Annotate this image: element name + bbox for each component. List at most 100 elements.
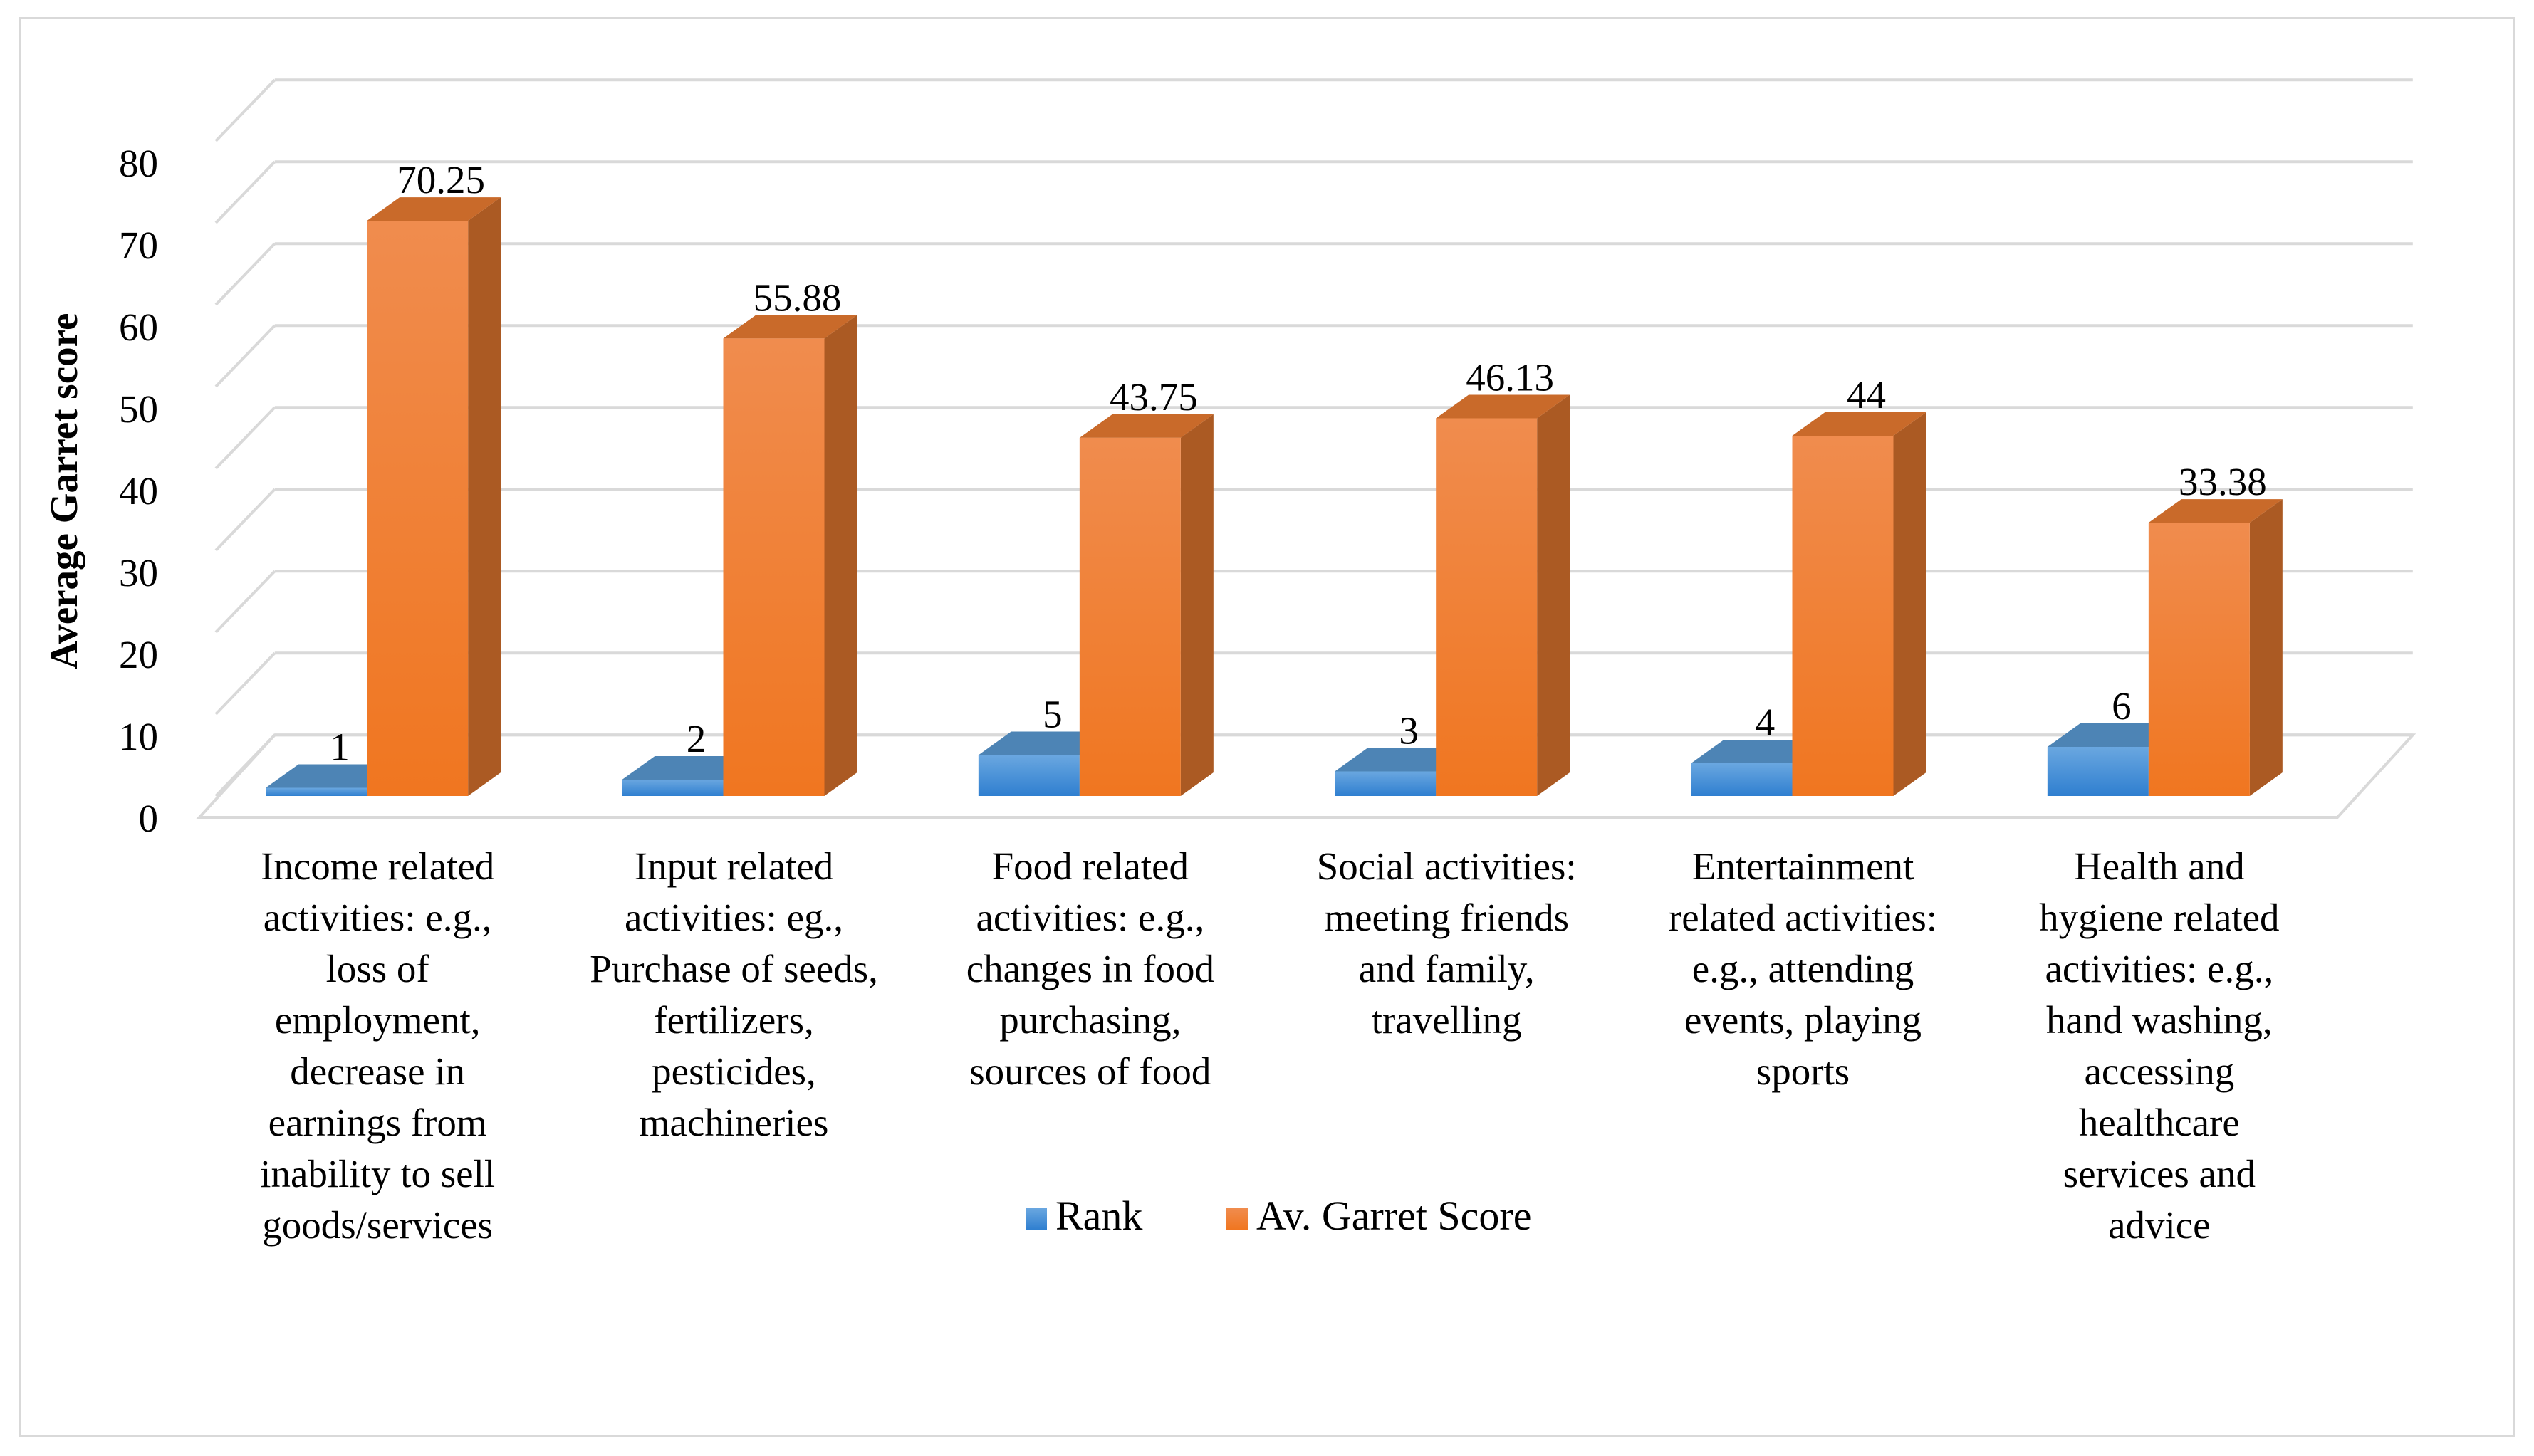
category-label: Food related activities: e.g., changes in … bbox=[966, 844, 1214, 1093]
bar-rank bbox=[2047, 747, 2149, 796]
category-label-line: e.g., attending bbox=[1692, 947, 1914, 990]
plot-floor bbox=[196, 733, 2416, 819]
y-tick-label: 80 bbox=[119, 142, 158, 185]
bar-garret-score bbox=[2148, 523, 2250, 796]
y-tick-label: 50 bbox=[119, 387, 158, 431]
category-label-line: activities: e.g., bbox=[264, 896, 492, 939]
category-label-line: pesticides, bbox=[652, 1049, 816, 1093]
data-label: 44 bbox=[1847, 373, 1886, 417]
category-label-line: goods/services bbox=[262, 1203, 493, 1247]
data-label: 5 bbox=[1043, 693, 1063, 736]
data-label: 1 bbox=[330, 726, 350, 769]
category-label-line: advice bbox=[2108, 1203, 2211, 1247]
gridline-side bbox=[214, 406, 276, 470]
category-label-line: machineries bbox=[640, 1101, 829, 1144]
bar-top bbox=[1436, 394, 1570, 419]
y-axis-tick-labels: 0 10 20 30 40 50 60 70 80 bbox=[119, 142, 158, 840]
category-label-line: Health and bbox=[2074, 844, 2245, 888]
category-label-line: activities: eg., bbox=[625, 896, 843, 939]
data-label: 33.38 bbox=[2179, 460, 2267, 503]
data-label: 55.88 bbox=[754, 276, 842, 319]
bar-top bbox=[266, 764, 400, 788]
category-label-line: Food related bbox=[992, 844, 1189, 888]
category-label-line: earnings from bbox=[268, 1101, 487, 1144]
bar-top bbox=[1335, 748, 1469, 772]
bar-top bbox=[1079, 414, 1214, 438]
y-tick-label: 30 bbox=[119, 551, 158, 595]
category-label-line: and family, bbox=[1359, 947, 1535, 990]
category-label-line: decrease in bbox=[290, 1049, 465, 1093]
category-label-line: Entertainment bbox=[1692, 844, 1914, 888]
bars bbox=[266, 197, 2283, 796]
category-label-line: Purchase of seeds, bbox=[590, 947, 878, 990]
category-label-line: employment, bbox=[275, 998, 481, 1042]
gridline-side bbox=[214, 78, 276, 142]
bar-side bbox=[824, 315, 857, 796]
bar-top bbox=[2148, 499, 2283, 523]
bar-garret-score bbox=[1792, 436, 1894, 796]
legend-swatch-rank bbox=[1026, 1208, 1047, 1230]
data-label: 2 bbox=[687, 717, 707, 760]
legend-swatch-garret-score bbox=[1226, 1208, 1248, 1230]
data-label: 46.13 bbox=[1466, 356, 1554, 399]
category-label-line: Social activities: bbox=[1317, 844, 1577, 888]
category-label-line: events, playing bbox=[1684, 998, 1922, 1042]
category-label-line: activities: e.g., bbox=[2045, 947, 2273, 990]
legend: Rank Av. Garret Score bbox=[1026, 1193, 1532, 1239]
gridline-side bbox=[214, 242, 276, 306]
legend-label: Av. Garret Score bbox=[1256, 1193, 1532, 1239]
category-label-line: travelling bbox=[1372, 998, 1522, 1042]
category-label: Input related activities: eg., Purchase of… bbox=[590, 844, 878, 1144]
bar-side bbox=[1180, 414, 1214, 796]
gridline-side bbox=[214, 570, 276, 634]
bar-rank bbox=[978, 755, 1080, 796]
y-tick-label: 70 bbox=[119, 224, 158, 267]
bar-top bbox=[622, 756, 756, 780]
bar-garret-score bbox=[367, 221, 469, 796]
category-label: Income related activities: e.g., loss of em… bbox=[260, 844, 495, 1247]
bar-top bbox=[2047, 723, 2181, 747]
bar-side bbox=[1893, 412, 1926, 796]
category-label-line: Input related bbox=[635, 844, 833, 888]
x-axis-category-labels: Income related activities: e.g., loss of em… bbox=[260, 844, 2279, 1247]
category-label: Health and hygiene related activities: e.g… bbox=[2039, 844, 2279, 1247]
bar-side bbox=[2249, 499, 2283, 796]
y-axis-label: Average Garret score bbox=[42, 313, 85, 670]
bar-top bbox=[1691, 740, 1825, 763]
bar-side bbox=[1537, 394, 1570, 796]
bar-top bbox=[1792, 412, 1926, 436]
data-label: 70.25 bbox=[397, 158, 485, 201]
bar-rank bbox=[1691, 763, 1793, 796]
y-tick-label: 0 bbox=[139, 797, 159, 840]
data-label: 6 bbox=[2112, 684, 2132, 728]
category-label-line: Income related bbox=[261, 844, 494, 888]
bar-garret-score bbox=[1436, 418, 1538, 796]
bar-top bbox=[978, 731, 1112, 755]
y-tick-label: 10 bbox=[119, 715, 158, 758]
bar-rank bbox=[1335, 771, 1437, 796]
category-label-line: sources of food bbox=[969, 1049, 1211, 1093]
category-label-line: related activities: bbox=[1669, 896, 1937, 939]
category-label: Social activities: meeting friends and fam… bbox=[1317, 844, 1577, 1042]
bar-garret-score bbox=[723, 338, 825, 796]
bar-side bbox=[468, 197, 501, 796]
gridline-side bbox=[214, 651, 276, 716]
category-label-line: hygiene related bbox=[2039, 896, 2279, 939]
gridlines bbox=[214, 78, 2413, 797]
y-tick-label: 60 bbox=[119, 305, 158, 349]
category-label-line: meeting friends bbox=[1324, 896, 1569, 939]
data-label: 3 bbox=[1399, 709, 1419, 753]
data-label: 43.75 bbox=[1110, 375, 1198, 419]
legend-label: Rank bbox=[1055, 1193, 1142, 1239]
category-label-line: changes in food bbox=[966, 947, 1214, 990]
category-label-line: loss of bbox=[326, 947, 430, 990]
category-label-line: fertilizers, bbox=[654, 998, 813, 1042]
gridline-side bbox=[214, 488, 276, 552]
bar-rank bbox=[622, 780, 724, 796]
category-label-line: activities: e.g., bbox=[976, 896, 1204, 939]
bar-top bbox=[367, 197, 501, 221]
y-tick-label: 40 bbox=[119, 469, 158, 513]
bar-rank bbox=[266, 787, 367, 796]
category-label-line: accessing bbox=[2084, 1049, 2234, 1093]
